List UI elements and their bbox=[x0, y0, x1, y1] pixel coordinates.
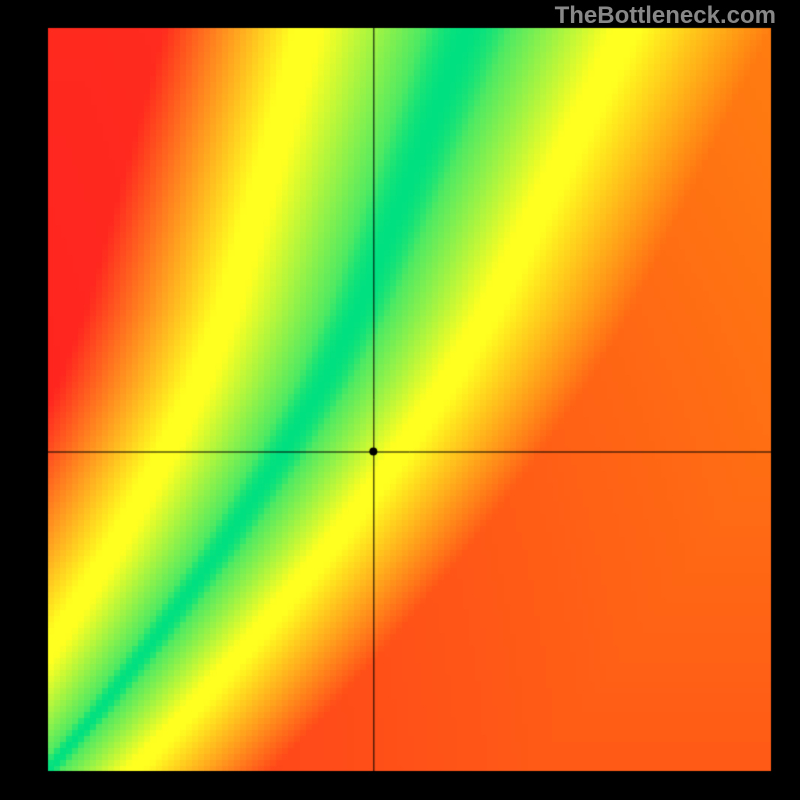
watermark-text: TheBottleneck.com bbox=[555, 2, 776, 30]
heatmap-canvas bbox=[0, 0, 800, 800]
chart-container: TheBottleneck.com bbox=[0, 0, 800, 800]
